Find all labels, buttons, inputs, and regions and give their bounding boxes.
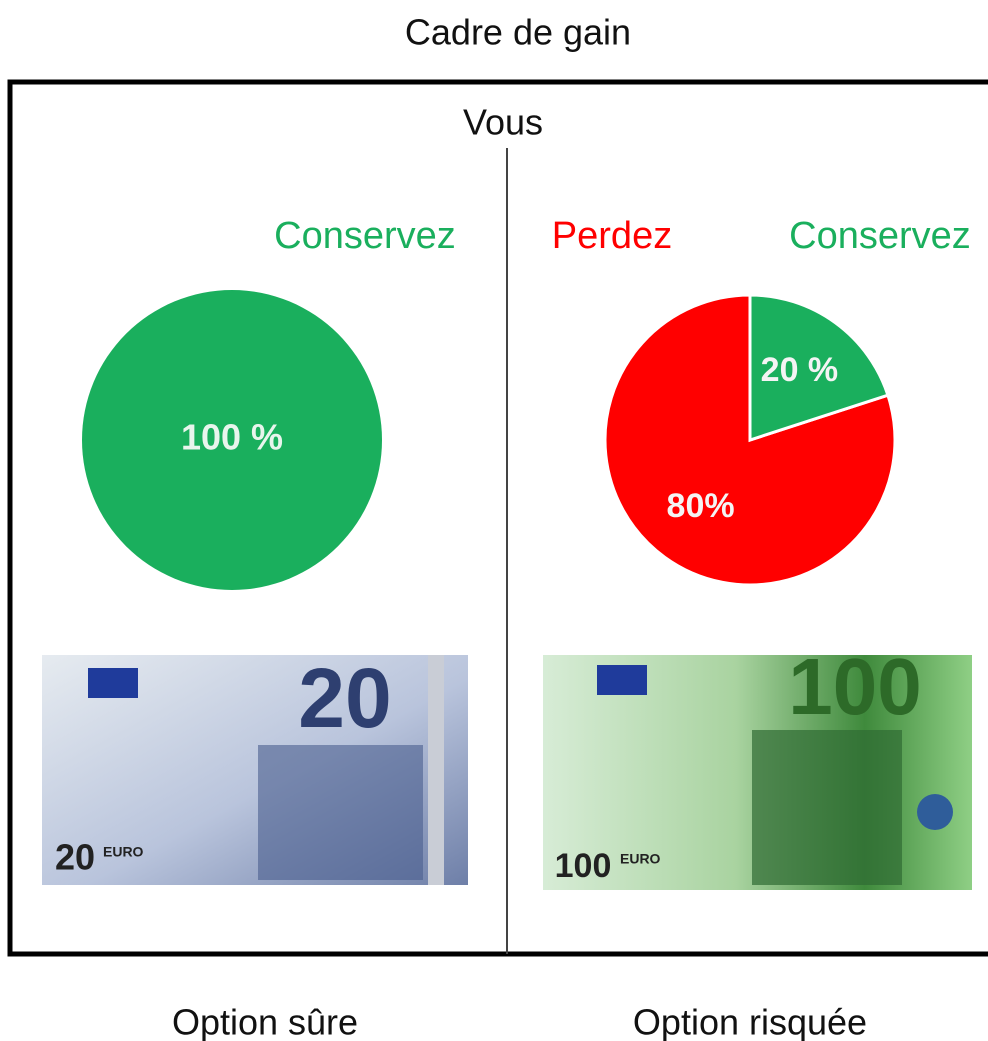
frame [7,79,988,957]
denomination-small: 20 [55,837,95,878]
legend-label: Perdez [552,215,672,257]
seal [917,794,953,830]
window-art [258,745,423,880]
legend-label: Conservez [274,215,456,257]
pie-slice [82,290,382,590]
gate-art [752,730,902,885]
denomination-small: 100 [555,847,612,885]
slice-label: 80% [667,487,735,525]
slice-label: 20 % [761,351,839,389]
denomination: 100 [788,642,921,731]
option-label: Option sûre [172,1002,358,1041]
currency: EURO [620,851,661,867]
slice-label: 100 % [181,417,283,458]
denomination: 20 [298,651,391,745]
center-label: Vous [463,102,543,143]
title: Cadre de gain [405,12,631,53]
eu-flag [597,665,647,695]
legend-label: Conservez [789,215,971,257]
eu-flag [88,668,138,698]
pie-slice [748,293,890,443]
option-label: Option risquée [633,1002,867,1041]
strip [428,655,444,885]
currency: EURO [103,844,144,860]
